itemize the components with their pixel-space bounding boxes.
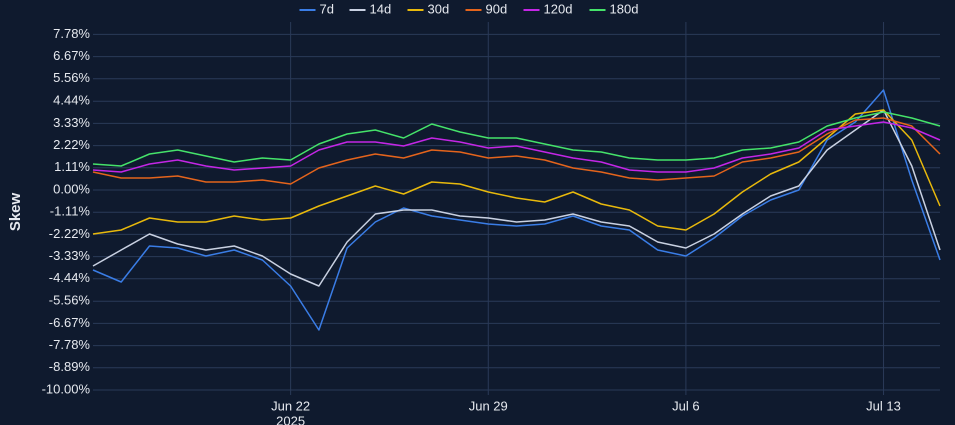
y-tick-label: -2.22% [49,226,91,241]
y-tick-label: 7.78% [53,26,90,41]
y-tick-label: -1.11% [50,204,91,219]
y-tick-label: 1.11% [54,159,90,174]
y-tick-label: -3.33% [49,248,91,263]
y-tick-label: 3.33% [53,115,90,130]
y-tick-label: 6.67% [53,48,90,63]
series-line [92,109,941,235]
legend-label: 14d [370,1,392,16]
series-line [92,111,941,167]
legend-label: 90d [486,1,508,16]
y-tick-label: -7.78% [49,337,91,352]
y-tick-label: -8.89% [49,359,91,374]
y-tick-label: -6.67% [49,315,91,330]
y-tick-label: 0.00% [53,181,90,196]
legend-label: 7d [320,1,334,16]
series-line [92,121,941,173]
legend-label: 180d [610,1,639,16]
x-tick-sublabel: 2025 [276,413,305,425]
y-tick-label: 5.56% [53,70,90,85]
y-tick-label: -4.44% [49,270,91,285]
x-tick-label: Jul 6 [672,398,699,413]
legend-label: 30d [428,1,450,16]
legend-label: 120d [544,1,573,16]
x-tick-label: Jun 22 [271,398,310,413]
y-tick-label: 2.22% [53,137,90,152]
series-line [92,109,941,287]
series-line [92,89,941,331]
series-line [92,117,941,185]
x-tick-label: Jun 29 [469,398,508,413]
x-tick-label: Jul 13 [866,398,901,413]
y-tick-label: -5.56% [49,293,91,308]
y-tick-label: 4.44% [53,93,90,108]
y-tick-label: -10.00% [42,381,91,396]
y-axis-title: Skew [7,192,24,231]
